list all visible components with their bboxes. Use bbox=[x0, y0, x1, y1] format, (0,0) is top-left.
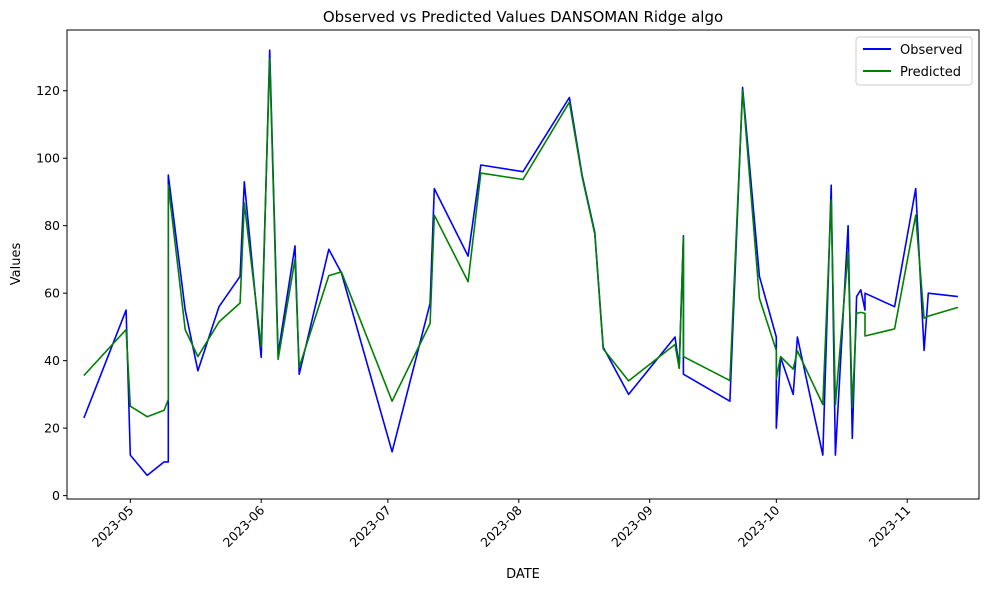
legend-label-predicted: Predicted bbox=[900, 65, 961, 80]
series-line-predicted bbox=[83, 57, 959, 418]
y-tick-label: 120 bbox=[36, 83, 60, 98]
y-tick-label: 100 bbox=[36, 151, 60, 166]
y-tick-label: 20 bbox=[44, 421, 60, 436]
y-tick-label: 40 bbox=[44, 353, 60, 368]
y-axis-ticks: 0 20 40 60 80 100 120 bbox=[36, 83, 67, 503]
y-axis-label: Values bbox=[9, 243, 24, 286]
plot-lines bbox=[83, 49, 959, 477]
y-tick-label: 60 bbox=[44, 286, 60, 301]
legend: Observed Predicted bbox=[855, 36, 973, 86]
plot-frame bbox=[66, 29, 980, 500]
legend-label-observed: Observed bbox=[900, 43, 963, 58]
y-tick-label: 80 bbox=[44, 218, 60, 233]
chart-title: Observed vs Predicted Values DANSOMAN Ri… bbox=[323, 8, 723, 26]
x-axis-label: DATE bbox=[506, 567, 540, 582]
y-tick-label: 0 bbox=[52, 488, 60, 503]
